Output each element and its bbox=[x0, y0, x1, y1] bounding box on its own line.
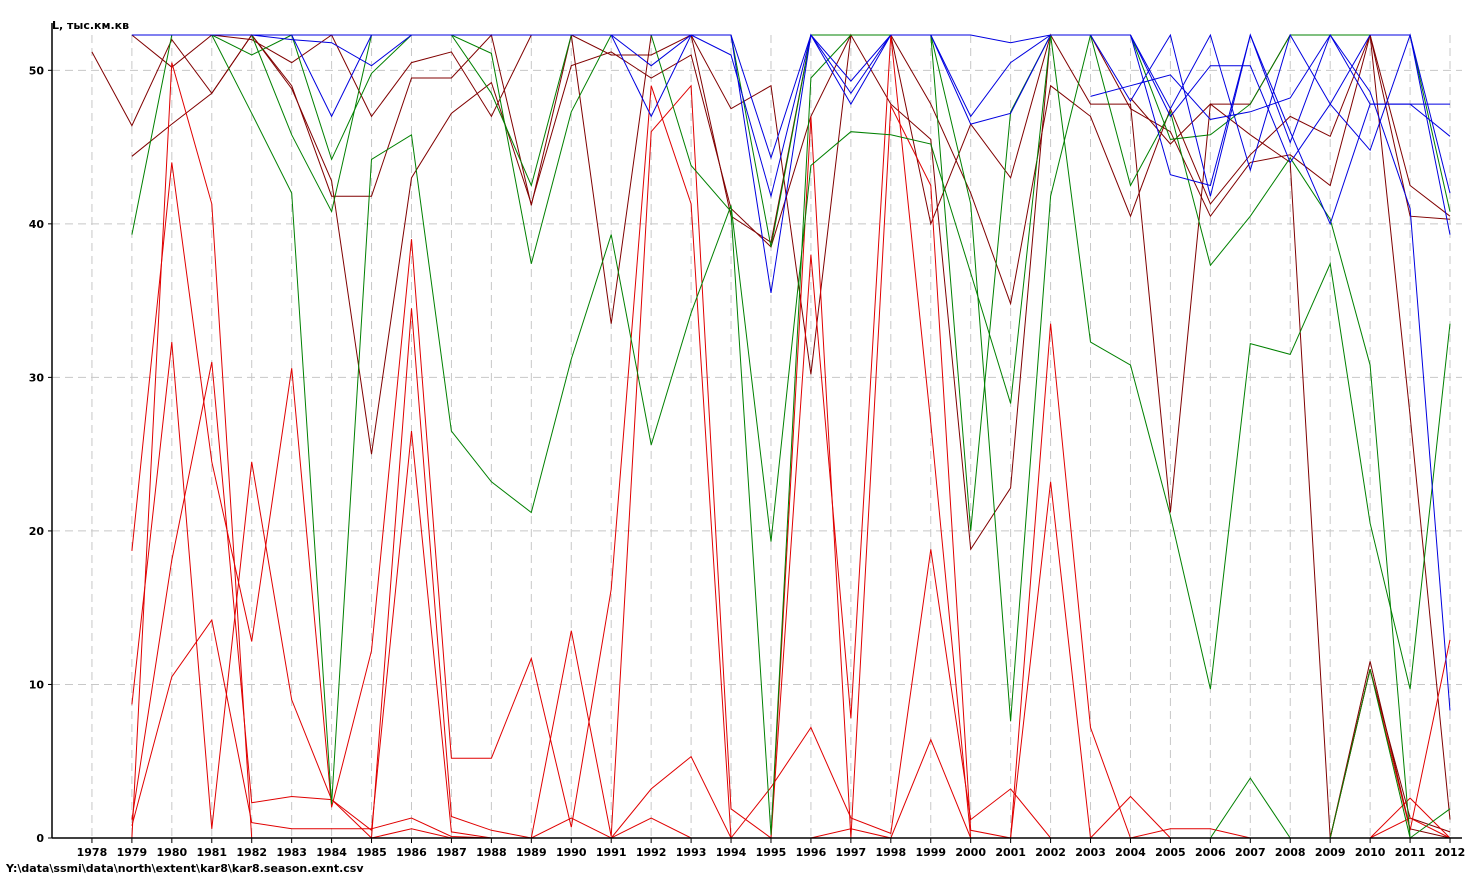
x-tick-label: 1981 bbox=[196, 846, 227, 859]
series-line-4 bbox=[131, 661, 1451, 839]
series-line-18 bbox=[1090, 34, 1451, 711]
x-tick-label: 1978 bbox=[77, 846, 108, 859]
x-tick-label: 2000 bbox=[955, 846, 986, 859]
series-line-7 bbox=[131, 34, 1451, 840]
x-tick-label: 2012 bbox=[1435, 846, 1466, 859]
x-tick-label: 1982 bbox=[236, 846, 267, 859]
x-tick-label: 1985 bbox=[356, 846, 387, 859]
y-tick-label: 40 bbox=[29, 218, 45, 231]
x-tick-label: 1992 bbox=[636, 846, 667, 859]
x-tick-label: 1984 bbox=[316, 846, 347, 859]
series-line-11 bbox=[131, 34, 1451, 805]
series-line-2 bbox=[131, 34, 1451, 820]
x-tick-label: 1987 bbox=[436, 846, 467, 859]
x-tick-label: 2003 bbox=[1075, 846, 1106, 859]
y-tick-label: 0 bbox=[36, 832, 44, 845]
x-tick-label: 2006 bbox=[1195, 846, 1226, 859]
x-tick-label: 1998 bbox=[875, 846, 906, 859]
x-tick-label: 1993 bbox=[676, 846, 707, 859]
x-tick-label: 2004 bbox=[1115, 846, 1146, 859]
series-line-17 bbox=[251, 33, 1451, 197]
x-tick-label: 2002 bbox=[1035, 846, 1066, 859]
x-tick-label: 1988 bbox=[476, 846, 507, 859]
x-tick-label: 1994 bbox=[716, 846, 747, 859]
x-tick-label: 1995 bbox=[756, 846, 787, 859]
y-axis-label: L, тыс.км.кв bbox=[52, 19, 129, 32]
file-path-label: Y:\data\ssmi\data\north\extent\kar8\kar8… bbox=[6, 862, 364, 875]
x-tick-label: 2007 bbox=[1235, 846, 1266, 859]
x-tick-label: 2008 bbox=[1275, 846, 1306, 859]
x-tick-label: 2010 bbox=[1355, 846, 1386, 859]
series-line-12 bbox=[131, 34, 1451, 839]
x-tick-label: 1980 bbox=[157, 846, 188, 859]
x-tick-label: 1986 bbox=[396, 846, 427, 859]
y-tick-label: 50 bbox=[29, 64, 45, 77]
grid-lines bbox=[52, 35, 1462, 838]
x-tick-labels: 1978 1979 1980 1981 1982 1983 1984 1985 1986 1987… bbox=[77, 846, 1466, 859]
x-tick-label: 2009 bbox=[1315, 846, 1346, 859]
x-tick-label: 2001 bbox=[995, 846, 1026, 859]
y-tick-label: 20 bbox=[29, 525, 45, 538]
y-tick-labels: 0 10 20 30 40 50 bbox=[29, 64, 45, 845]
series-line-14 bbox=[131, 668, 1450, 839]
series-line-9 bbox=[131, 618, 1451, 839]
series-line-13 bbox=[131, 34, 1451, 531]
x-tick-label: 1996 bbox=[796, 846, 827, 859]
x-tick-label: 1983 bbox=[276, 846, 307, 859]
series-line-15 bbox=[131, 33, 1450, 293]
x-tick-label: 1991 bbox=[596, 846, 627, 859]
axes bbox=[48, 23, 1462, 843]
x-tick-label: 2011 bbox=[1395, 846, 1426, 859]
x-tick-label: 2005 bbox=[1155, 846, 1186, 859]
y-tick-label: 30 bbox=[29, 371, 45, 384]
x-tick-label: 1989 bbox=[516, 846, 547, 859]
series-line-19 bbox=[1130, 33, 1451, 235]
x-tick-label: 1997 bbox=[836, 846, 867, 859]
y-tick-label: 10 bbox=[29, 678, 45, 691]
x-tick-label: 1999 bbox=[915, 846, 946, 859]
x-tick-label: 1979 bbox=[117, 846, 148, 859]
x-tick-label: 1990 bbox=[556, 846, 587, 859]
series-line-1 bbox=[91, 33, 1451, 324]
